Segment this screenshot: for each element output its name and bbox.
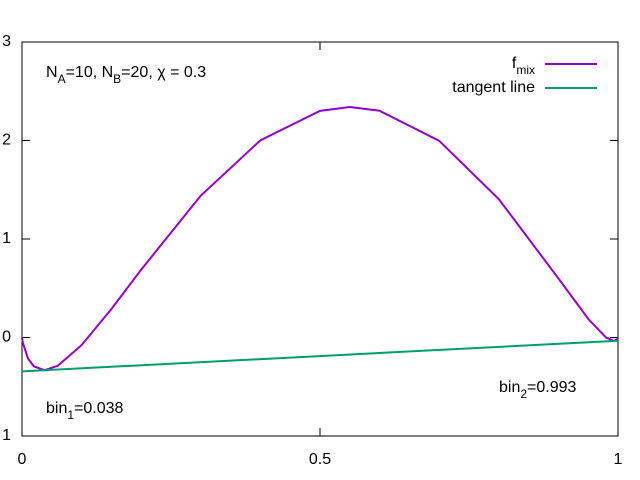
text-part: f (512, 55, 517, 72)
text-part: 2 (520, 387, 527, 401)
y-tick-label: 2 (2, 132, 11, 149)
text-part: mix (516, 63, 535, 77)
y-tick-label: 1 (2, 427, 11, 444)
text-part: N (46, 64, 58, 81)
text-part: =10, N (66, 64, 114, 81)
legend-label: fmix (512, 55, 535, 77)
y-tick-label: 1 (2, 230, 11, 247)
annotation: bin2=0.993 (499, 379, 577, 401)
text-part: A (58, 72, 66, 86)
series-line (21, 339, 619, 373)
annotation: bin1=0.038 (46, 400, 124, 422)
y-tick-label: 0 (2, 329, 11, 346)
text-part: bin (499, 379, 520, 396)
text-part: =0.993 (527, 379, 576, 396)
text-part: B (113, 72, 121, 86)
x-tick-label: 1 (614, 451, 623, 468)
x-tick-label: 0.5 (309, 451, 331, 468)
series-line (21, 106, 619, 372)
text-part: 1 (67, 408, 74, 422)
legend-label: tangent line (452, 79, 535, 96)
x-tick-label: 0 (18, 451, 27, 468)
annotation: NA=10, NB=20, χ = 0.3 (46, 64, 206, 86)
y-tick-label: 3 (2, 33, 11, 50)
text-part: bin (46, 400, 67, 417)
text-part: =20, χ = 0.3 (121, 64, 206, 81)
text-part: =0.038 (74, 400, 123, 417)
